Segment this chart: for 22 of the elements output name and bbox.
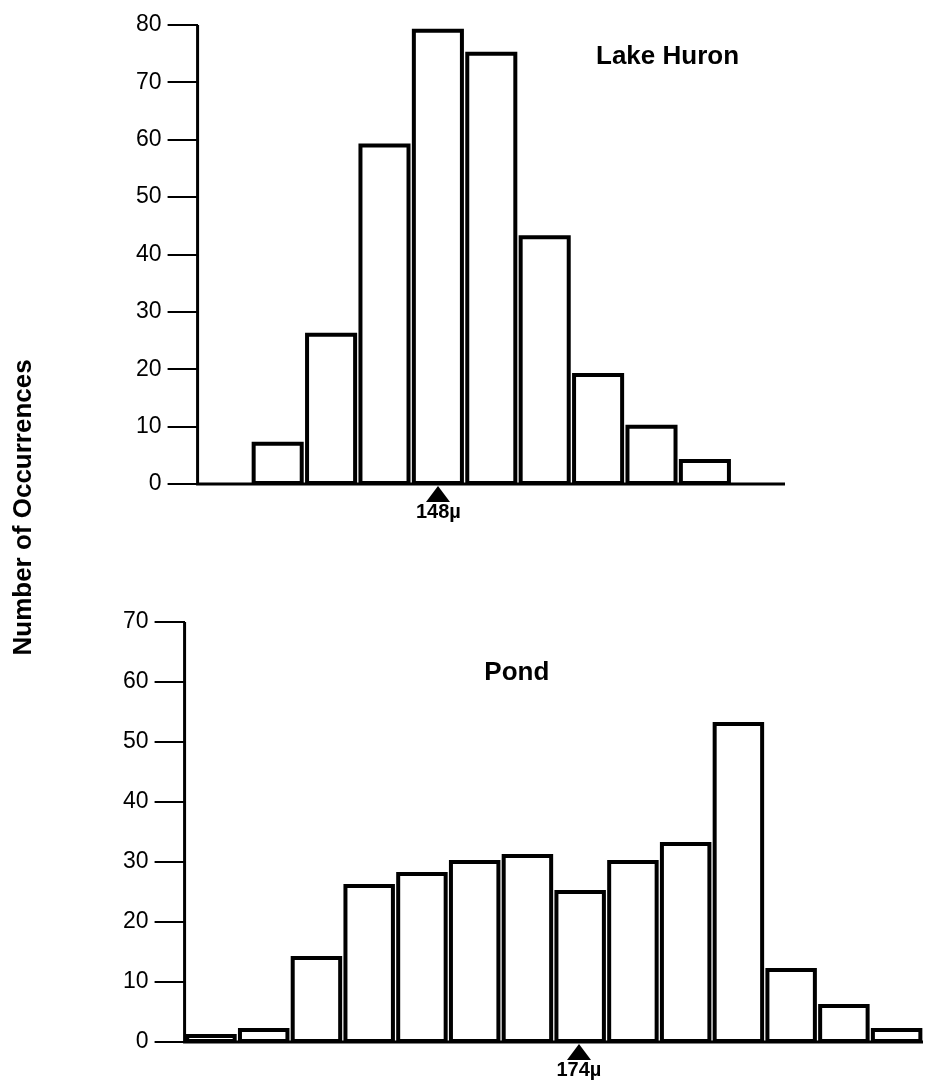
y-tick-label: 0	[135, 1027, 149, 1054]
y-tick-label: 70	[122, 607, 149, 634]
text: 148µ	[415, 499, 461, 522]
y-tick-label: 30	[122, 847, 149, 874]
y-tick-label: 70	[135, 67, 162, 94]
y-tick-label: 10	[122, 967, 149, 994]
text: Pond	[484, 655, 550, 686]
y-axis-title: Number of Occurrences	[6, 359, 38, 656]
y-tick-label: 20	[122, 907, 149, 934]
text: Lake Huron	[596, 40, 740, 71]
y-tick-label: 80	[135, 10, 162, 37]
text: 174µ	[556, 1057, 602, 1080]
y-tick-label: 50	[122, 727, 149, 754]
y-tick-label: 10	[135, 411, 162, 438]
y-tick-label: 20	[135, 354, 162, 381]
y-tick-label: 30	[135, 297, 162, 324]
y-tick-label: 40	[135, 239, 162, 266]
y-tick-label: 60	[135, 125, 162, 152]
y-tick-label: 40	[122, 787, 149, 814]
y-tick-label: 50	[135, 182, 162, 209]
y-tick-label: 0	[148, 469, 162, 496]
y-tick-label: 60	[122, 667, 149, 694]
